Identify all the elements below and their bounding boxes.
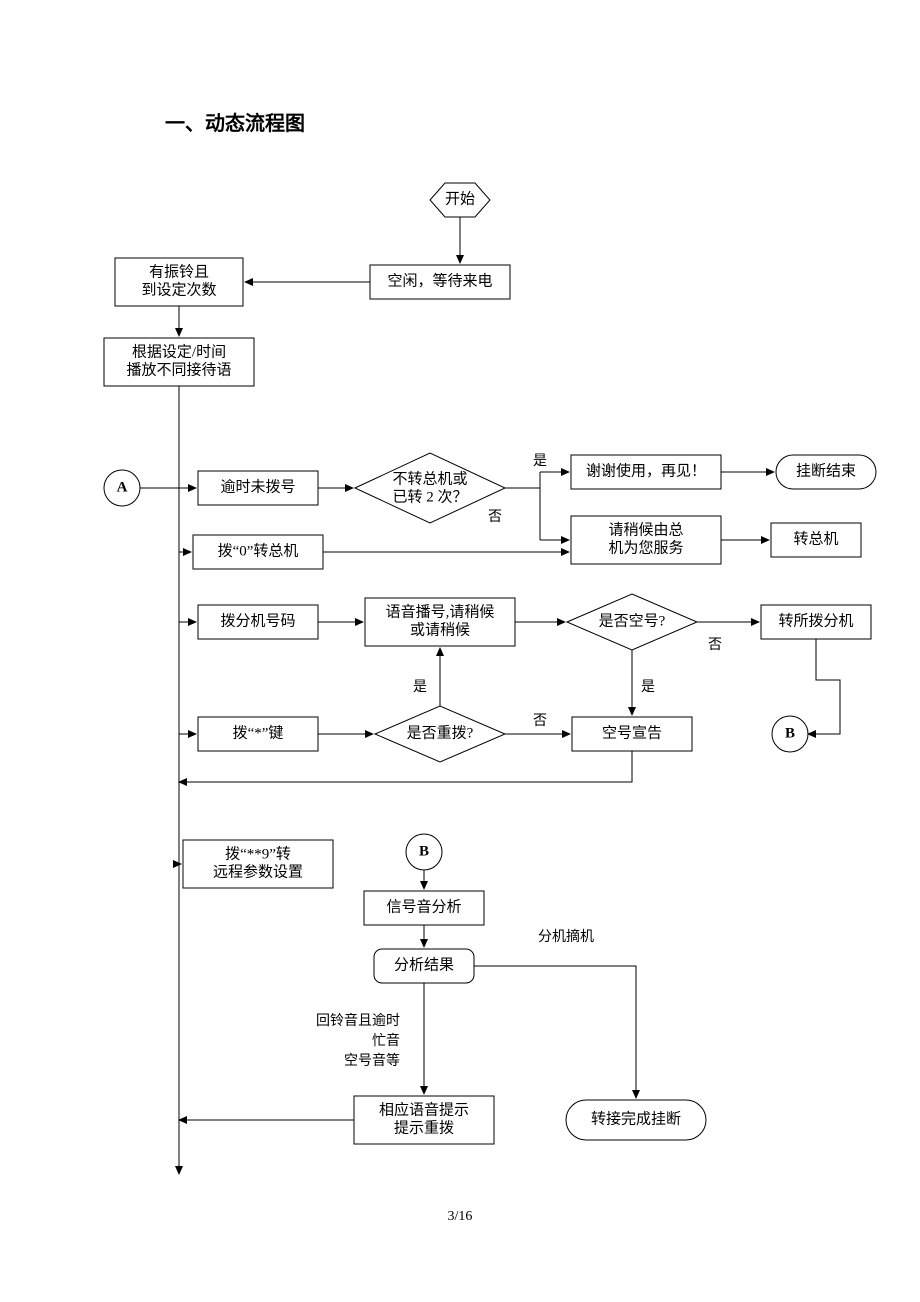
node-bye-label: 谢谢使用，再见！ (586, 462, 706, 479)
label-no-2: 否 (708, 638, 722, 653)
node-ring-l1: 有振铃且 (149, 263, 209, 280)
node-vr-l2: 提示重拨 (394, 1119, 454, 1136)
node-wait-l1: 请稍候由总 (608, 521, 683, 538)
node-timeout-label: 逾时未拨号 (220, 478, 295, 495)
node-to-ext-label: 转所拨分机 (778, 612, 853, 629)
page-title: 一、动态流程图 (165, 111, 305, 135)
page-number: 3/16 (448, 1209, 473, 1224)
node-greet-l1: 根据设定/时间 (132, 343, 226, 360)
node-idle-label: 空闲，等待来电 (387, 271, 492, 289)
node-dial0-label: 拨“0”转总机 (218, 542, 299, 559)
node-d-twice-l1: 不转总机或 (392, 470, 467, 487)
label-offhook: 分机摘机 (538, 928, 594, 945)
node-greet-l2: 播放不同接待语 (126, 361, 231, 378)
node-hang-label: 挂断结束 (796, 462, 856, 479)
node-ring-l2: 到设定次数 (141, 281, 216, 298)
node-d-twice-l2: 已转 2 次？ (392, 488, 467, 505)
edge-result-done (474, 966, 636, 1098)
label-yes-1: 是 (533, 454, 547, 469)
flowchart-canvas: 一、动态流程图 开始 空闲，等待来电 有振铃且 到设定次数 根据设定/时间 播放… (0, 0, 920, 1302)
label-tones-1: 回铃音且逾时 (316, 1012, 400, 1029)
node-to-op-label: 转总机 (793, 530, 838, 547)
node-empty-ann-label: 空号宣告 (602, 724, 662, 741)
node-wait-l2: 机为您服务 (608, 539, 683, 556)
edge-ext-b2 (808, 639, 840, 734)
node-b-label: B (419, 843, 429, 859)
node-result-label: 分析结果 (394, 956, 454, 973)
node-dial99-l2: 远程参数设置 (213, 863, 303, 880)
node-d-twice (355, 453, 505, 523)
node-xfer-done-label: 转接完成挂断 (591, 1110, 681, 1127)
node-dial-star-label: 拨“*”键 (233, 724, 284, 741)
label-yes-3: 是 (413, 680, 427, 695)
node-start-label: 开始 (445, 190, 475, 207)
node-voice-l2: 或请稍候 (410, 621, 470, 638)
node-voice-l1: 语音播号,请稍候 (386, 603, 495, 620)
node-b2-label: B (785, 725, 795, 741)
label-no-3: 否 (533, 714, 547, 729)
node-d-empty-label: 是否空号? (599, 612, 666, 629)
edge-ann-back (179, 751, 632, 782)
label-tones-2: 忙音 (372, 1032, 400, 1049)
label-yes-2: 是 (641, 680, 655, 695)
node-dial99-l1: 拨“**9”转 (225, 845, 291, 862)
node-sig-label: 信号音分析 (386, 898, 461, 915)
label-tones-3: 空号音等 (344, 1052, 400, 1069)
node-a-label: A (117, 479, 128, 495)
node-dial-ext-label: 拨分机号码 (220, 612, 295, 629)
node-vr-l1: 相应语音提示 (379, 1100, 469, 1118)
node-d-redial-label: 是否重拨? (407, 724, 474, 741)
label-no-1: 否 (488, 510, 502, 525)
